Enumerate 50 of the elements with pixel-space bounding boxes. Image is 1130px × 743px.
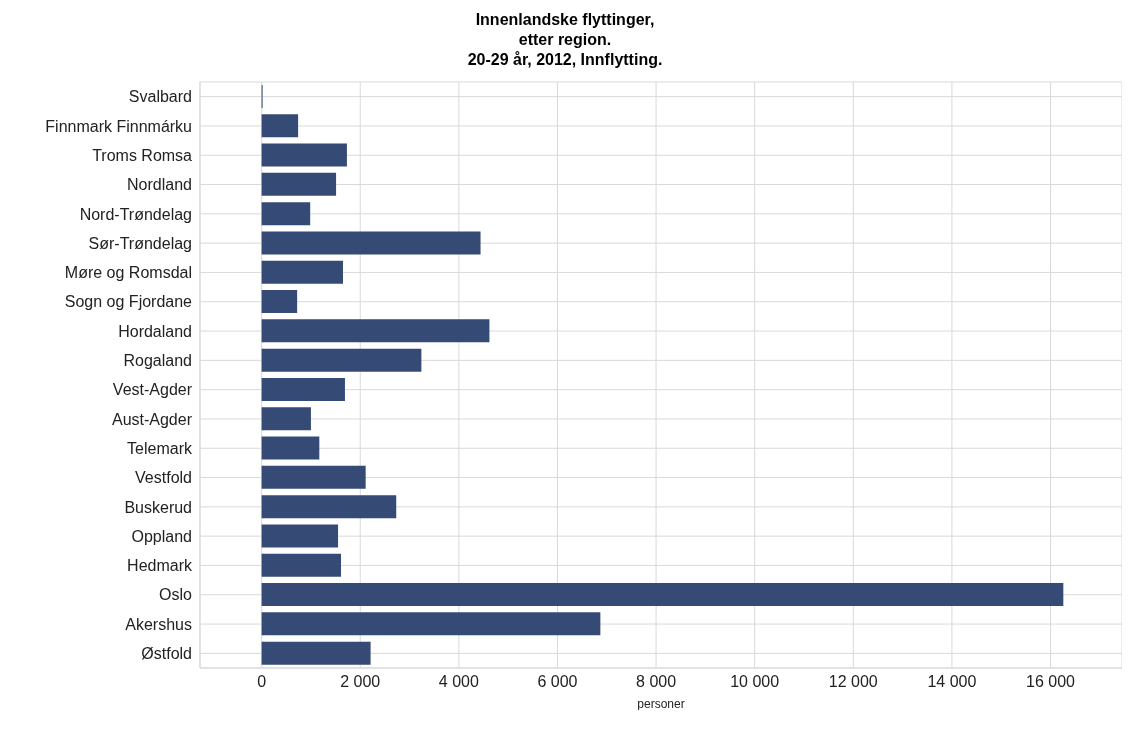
y-tick-label: Møre og Romsdal: [64, 264, 192, 282]
y-tick-label: Rogaland: [123, 352, 192, 370]
y-tick-label: Vest-Agder: [112, 381, 193, 399]
y-tick-label: Sogn og Fjordane: [64, 293, 193, 311]
chart-title: Innenlandske flyttinger, etter region. 20-29 år, 2012, Innflytting.: [466, 10, 664, 70]
bar: [261, 612, 601, 636]
bar: [261, 172, 337, 196]
x-tick-label: 6 000: [537, 673, 578, 691]
y-tick-label: Aust-Agder: [111, 410, 193, 428]
y-tick-label: Hedmark: [127, 557, 193, 575]
y-tick-label: Finnmark Finnmárku: [45, 117, 192, 135]
bar: [261, 377, 345, 401]
x-tick-label: 2 000: [340, 673, 381, 691]
x-axis-title: personer: [637, 697, 685, 711]
bar: [261, 465, 366, 489]
bar: [261, 319, 490, 343]
y-tick-label: Telemark: [127, 439, 193, 457]
bar: [261, 407, 311, 431]
x-tick-label: 10 000: [730, 673, 780, 691]
x-tick-label: 8 000: [636, 673, 677, 691]
bar: [261, 495, 397, 519]
x-tick-label: 4 000: [438, 673, 479, 691]
y-tick-label: Buskerud: [124, 498, 192, 516]
bar: [261, 348, 422, 372]
x-tick-label: 12 000: [828, 673, 878, 691]
y-tick-label: Troms Romsa: [92, 146, 193, 164]
bar: [261, 290, 298, 314]
bar: [261, 436, 320, 460]
bar: [261, 260, 343, 284]
bar: [261, 524, 339, 548]
y-tick-label: Oppland: [131, 527, 192, 545]
y-tick-label: Nordland: [127, 176, 192, 194]
y-tick-label: Svalbard: [128, 88, 192, 106]
y-tick-label: Nord-Trøndelag: [79, 205, 192, 223]
bar: [261, 114, 299, 138]
bar: [261, 641, 371, 665]
bar: [261, 583, 1064, 607]
y-tick-label: Østfold: [141, 645, 192, 663]
y-tick-label: Akershus: [125, 615, 192, 633]
bar: [261, 553, 342, 577]
y-tick-label: Vestfold: [135, 469, 192, 487]
bar: [261, 202, 311, 226]
y-tick-label: Hordaland: [118, 322, 192, 340]
bar: [261, 231, 481, 255]
x-tick-label: 14 000: [927, 673, 977, 691]
y-tick-label: Sør-Trøndelag: [88, 234, 192, 252]
x-tick-label: 16 000: [1026, 673, 1076, 691]
x-tick-label: 0: [257, 673, 267, 691]
y-tick-label: Oslo: [159, 586, 193, 604]
bar: [261, 143, 347, 167]
